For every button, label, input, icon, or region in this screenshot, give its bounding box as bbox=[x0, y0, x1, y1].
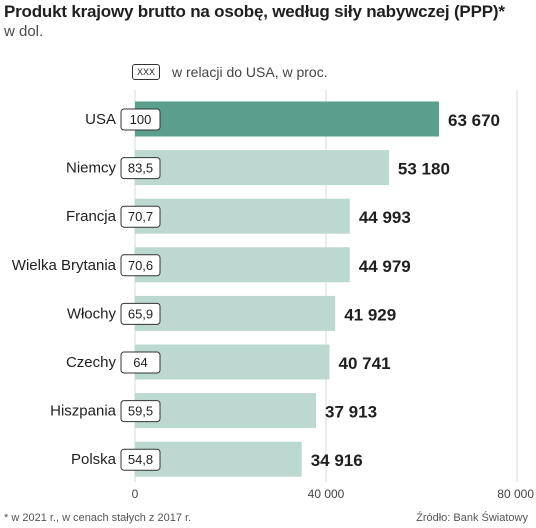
footnote: * w 2021 r., w cenach stałych z 2017 r. bbox=[4, 512, 192, 524]
category-label: Polska bbox=[71, 451, 117, 468]
bar bbox=[135, 198, 350, 234]
category-label: Czechy bbox=[66, 354, 117, 371]
bar bbox=[135, 150, 389, 186]
relative-value-box bbox=[120, 448, 161, 471]
relative-value-box bbox=[120, 302, 161, 325]
legend: XXX w relacji do USA, w proc. bbox=[132, 64, 328, 80]
relative-value-box bbox=[120, 108, 161, 131]
category-label: Niemcy bbox=[66, 160, 117, 177]
value-label: 53 180 bbox=[398, 160, 450, 179]
relative-value-label: 70,6 bbox=[128, 258, 153, 273]
bar bbox=[135, 344, 330, 380]
legend-text: w relacji do USA, w proc. bbox=[172, 64, 328, 80]
relative-value-label: 83,5 bbox=[128, 161, 153, 176]
value-label: 44 979 bbox=[359, 257, 411, 276]
value-label: 37 913 bbox=[325, 403, 377, 422]
legend-box: XXX bbox=[132, 64, 160, 80]
bar bbox=[135, 101, 440, 137]
tick-label: 0 bbox=[132, 487, 139, 501]
tick-label: 40 000 bbox=[308, 487, 345, 501]
relative-value-label: 64 bbox=[133, 355, 147, 370]
category-label: Hiszpania bbox=[50, 403, 117, 420]
value-label: 40 741 bbox=[339, 354, 391, 373]
relative-value-box bbox=[120, 205, 161, 228]
bar bbox=[135, 441, 302, 477]
category-label: Wielka Brytania bbox=[12, 257, 117, 274]
bar-chart: USA 100 63 670 Niemcy 83,5 53 180 Francja 70,7 4… bbox=[12, 90, 534, 501]
value-label: 41 929 bbox=[344, 305, 396, 324]
relative-value-label: 54,8 bbox=[128, 452, 153, 467]
relative-value-box bbox=[120, 400, 161, 423]
source-note: Źródło: Bank Światowy bbox=[416, 512, 528, 524]
category-label: Francja bbox=[66, 208, 117, 225]
chart-subtitle: w dol. bbox=[4, 23, 44, 40]
value-label: 44 993 bbox=[359, 208, 411, 227]
relative-value-label: 70,7 bbox=[128, 209, 153, 224]
relative-value-label: 100 bbox=[130, 112, 152, 127]
bar bbox=[135, 247, 350, 283]
relative-value-label: 59,5 bbox=[128, 404, 153, 419]
tick-label: 80 000 bbox=[497, 487, 534, 501]
value-label: 63 670 bbox=[448, 111, 500, 130]
relative-value-label: 65,9 bbox=[128, 306, 153, 321]
value-label: 34 916 bbox=[311, 451, 363, 470]
relative-value-box bbox=[120, 351, 161, 374]
bar bbox=[135, 393, 317, 429]
relative-value-box bbox=[120, 254, 161, 277]
category-label: Włochy bbox=[67, 305, 117, 322]
bar bbox=[135, 295, 336, 331]
relative-value-box bbox=[120, 157, 161, 180]
category-label: USA bbox=[85, 111, 116, 128]
chart-title: Produkt krajowy brutto na osobę, według … bbox=[4, 2, 505, 21]
